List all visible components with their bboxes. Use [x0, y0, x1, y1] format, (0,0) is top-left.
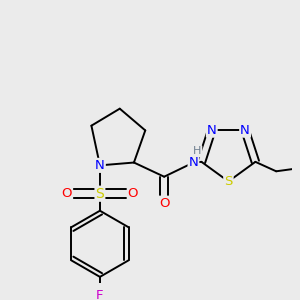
Text: O: O: [128, 187, 138, 200]
Text: N: N: [240, 124, 250, 136]
Text: N: N: [207, 124, 217, 136]
Text: O: O: [159, 197, 169, 210]
Text: N: N: [95, 159, 105, 172]
Text: F: F: [96, 289, 104, 300]
Text: H: H: [193, 146, 201, 156]
Text: S: S: [95, 187, 104, 201]
Text: N: N: [189, 156, 198, 169]
Text: S: S: [224, 175, 232, 188]
Text: O: O: [61, 187, 72, 200]
